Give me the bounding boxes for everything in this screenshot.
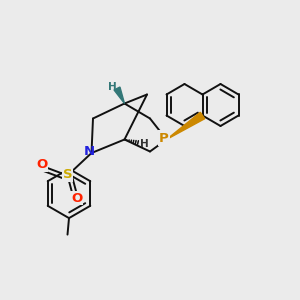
Polygon shape	[114, 87, 124, 104]
Text: S: S	[63, 167, 72, 181]
Text: O: O	[71, 191, 82, 205]
Text: H: H	[140, 139, 148, 149]
Text: P: P	[159, 131, 169, 145]
Text: H: H	[107, 82, 116, 92]
Text: O: O	[36, 158, 48, 172]
Text: N: N	[83, 145, 95, 158]
Polygon shape	[167, 112, 205, 140]
